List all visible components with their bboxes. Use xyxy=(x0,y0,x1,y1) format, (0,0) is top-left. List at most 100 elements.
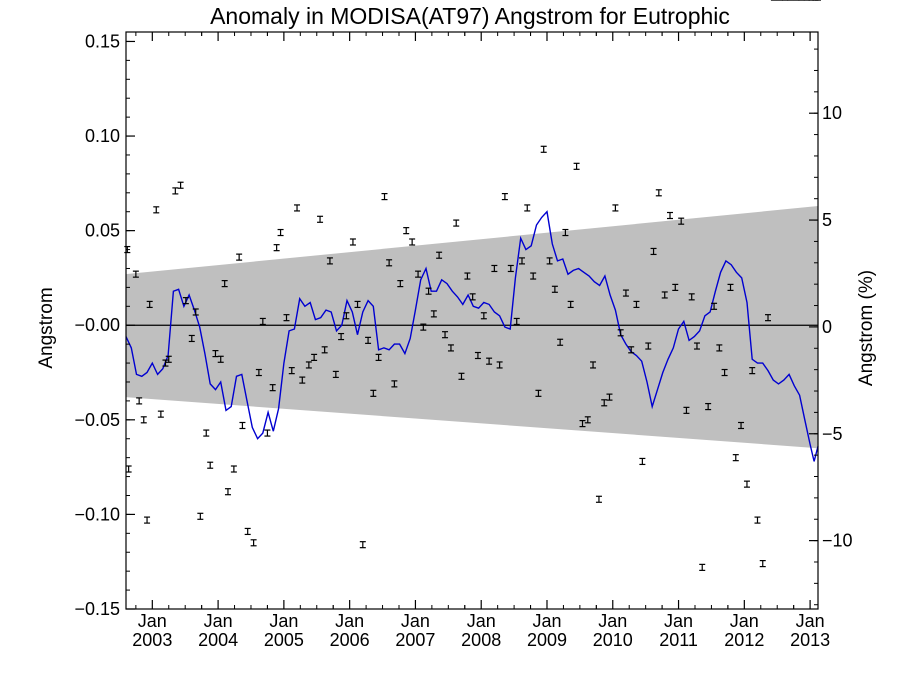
data-point-errorbar xyxy=(317,215,324,223)
data-point-errorbar xyxy=(224,488,231,496)
x-tick-label-month: Jan xyxy=(269,611,298,631)
data-point-errorbar xyxy=(332,370,339,379)
y-axis-label-left: Angstrom xyxy=(36,287,57,368)
data-point-errorbar xyxy=(617,329,624,337)
data-point-errorbar xyxy=(375,353,382,361)
data-point-errorbar xyxy=(153,206,160,214)
data-point-errorbar xyxy=(136,397,143,405)
data-point-errorbar xyxy=(491,264,498,273)
data-point-errorbar xyxy=(518,257,525,265)
x-tick-label-year: 2009 xyxy=(527,630,567,650)
data-point-errorbar xyxy=(162,359,169,367)
data-point-errorbar xyxy=(250,539,257,547)
data-point-errorbar xyxy=(650,247,657,256)
data-point-errorbar xyxy=(299,376,306,384)
data-point-errorbar xyxy=(557,338,564,346)
anomaly-series-line xyxy=(125,210,819,462)
x-tick-label-year: 2013 xyxy=(790,630,830,650)
data-point-errorbar xyxy=(711,302,718,310)
data-point-errorbar xyxy=(683,406,690,414)
data-point-errorbar xyxy=(255,368,262,377)
data-point-errorbar xyxy=(464,272,471,280)
y2-tick-label: −5 xyxy=(822,424,843,444)
data-point-errorbar xyxy=(639,457,646,466)
data-point-errorbar xyxy=(192,308,199,316)
x-tick-label-month: Jan xyxy=(664,611,693,631)
x-tick-label-month: Jan xyxy=(796,611,825,631)
data-point-errorbar xyxy=(217,355,224,363)
data-point-errorbar xyxy=(397,280,404,288)
data-point-errorbar xyxy=(409,238,416,246)
data-point-errorbar xyxy=(273,244,280,252)
data-point-errorbar xyxy=(269,384,276,392)
data-point-errorbar xyxy=(144,516,151,524)
monthly-points xyxy=(124,0,821,571)
data-point-errorbar xyxy=(606,393,613,401)
data-point-errorbar xyxy=(480,312,487,320)
y-axis-right: −10 −5 0 5 10 xyxy=(809,48,853,606)
data-point-errorbar xyxy=(370,389,377,397)
data-point-errorbar xyxy=(590,361,597,369)
plot-frame xyxy=(125,31,819,610)
band-area xyxy=(126,206,818,449)
data-point-errorbar xyxy=(207,461,214,469)
data-point-errorbar xyxy=(294,204,301,212)
data-point-errorbar xyxy=(612,204,619,212)
data-point-errorbar xyxy=(321,346,328,354)
data-point-errorbar xyxy=(349,238,356,246)
x-tick-label-year: 2012 xyxy=(724,630,764,650)
data-point-errorbar xyxy=(391,380,398,388)
data-point-errorbar xyxy=(146,300,153,309)
data-point-errorbar xyxy=(496,361,503,369)
data-point-errorbar xyxy=(221,280,228,288)
y-axis-label-right: Angstrom (%) xyxy=(856,270,877,386)
data-point-errorbar xyxy=(458,372,465,380)
data-point-errorbar xyxy=(197,512,204,520)
confidence-band xyxy=(126,206,818,449)
anomaly-line xyxy=(125,210,819,462)
y-tick-label: 0.15 xyxy=(85,31,120,51)
data-point-errorbar xyxy=(259,317,266,326)
x-tick-label-year: 2006 xyxy=(330,630,370,650)
data-point-errorbar xyxy=(415,270,422,278)
data-point-errorbar xyxy=(716,344,723,352)
data-point-errorbar xyxy=(386,259,393,267)
data-point-errorbar xyxy=(738,421,745,430)
x-tick-label-year: 2007 xyxy=(395,630,435,650)
data-point-errorbar xyxy=(354,300,361,309)
data-point-errorbar xyxy=(447,344,454,352)
data-point-errorbar xyxy=(430,310,437,318)
data-point-errorbar xyxy=(359,541,366,549)
data-point-errorbar xyxy=(530,272,537,280)
data-point-errorbar xyxy=(264,429,271,437)
data-point-errorbar xyxy=(749,367,756,375)
data-point-errorbar xyxy=(501,192,508,201)
data-point-errorbar xyxy=(546,257,553,265)
data-point-errorbar xyxy=(524,204,531,212)
data-point-errorbar xyxy=(628,346,635,354)
chart-title: Anomaly in MODISA(AT97) Angstrom for Eut… xyxy=(210,3,730,29)
data-point-errorbar xyxy=(165,355,172,363)
data-point-errorbar xyxy=(305,361,312,369)
data-point-errorbar xyxy=(601,399,608,407)
x-tick-label-year: 2010 xyxy=(593,630,633,650)
data-point-errorbar xyxy=(203,429,210,437)
data-point-errorbar xyxy=(622,289,629,297)
y-tick-label: −0.05 xyxy=(74,410,120,430)
data-point-errorbar xyxy=(172,187,179,195)
x-tick-label-month: Jan xyxy=(138,611,167,631)
data-point-errorbar xyxy=(579,420,586,428)
data-point-errorbar xyxy=(343,312,350,320)
data-point-errorbar xyxy=(666,211,673,220)
x-tick-label-month: Jan xyxy=(401,611,430,631)
data-point-errorbar xyxy=(365,336,372,344)
data-point-errorbar xyxy=(567,300,574,309)
data-point-errorbar xyxy=(311,353,318,361)
data-point-errorbar xyxy=(655,189,662,197)
data-point-errorbar xyxy=(442,331,449,339)
data-point-errorbar xyxy=(132,270,139,278)
data-point-errorbar xyxy=(661,291,668,299)
x-tick-label-month: Jan xyxy=(730,611,759,631)
x-tick-label-month: Jan xyxy=(335,611,364,631)
